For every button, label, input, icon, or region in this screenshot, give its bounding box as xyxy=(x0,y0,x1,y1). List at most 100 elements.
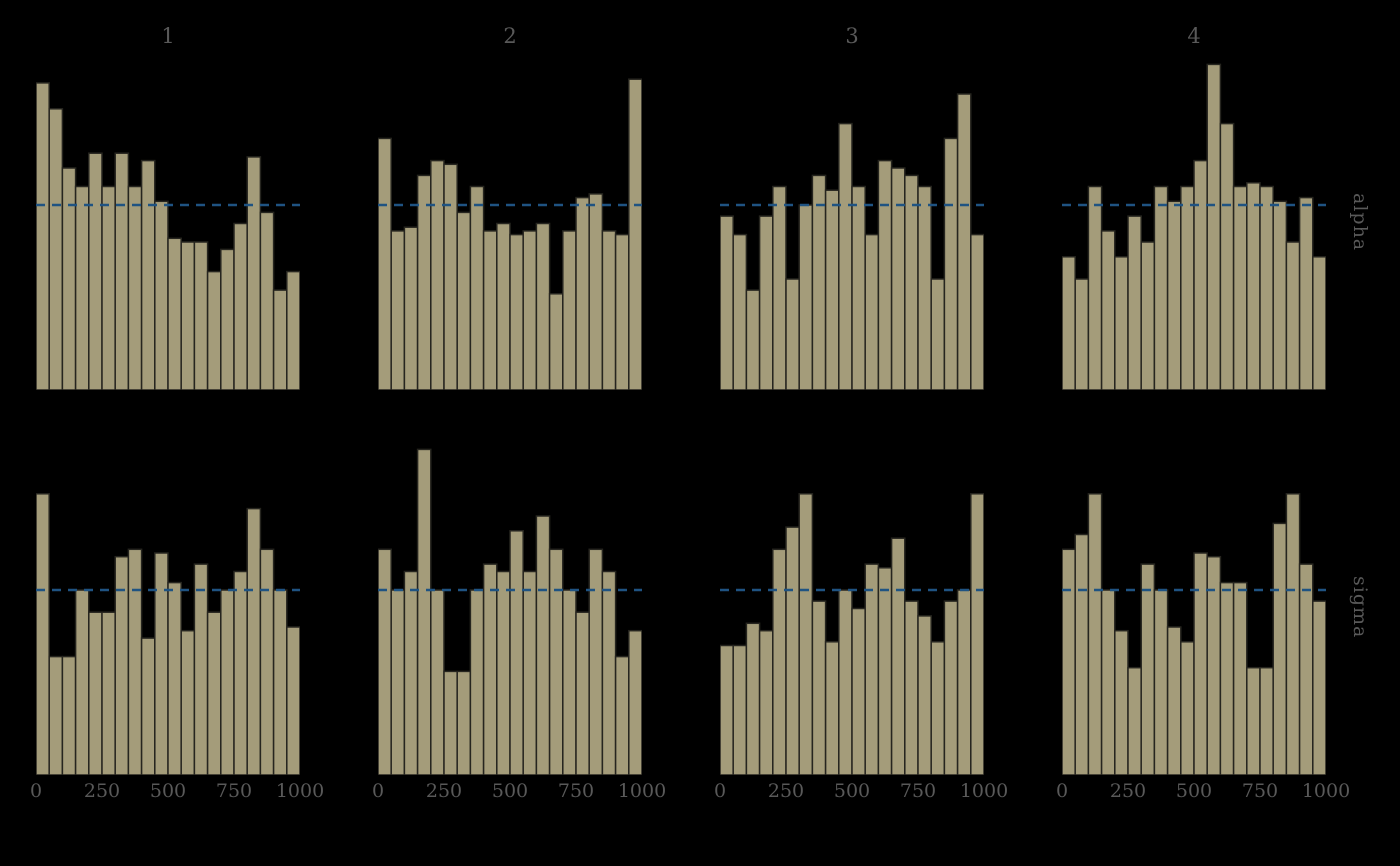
panel-sigma-chain-1 xyxy=(35,440,301,776)
histogram-bar xyxy=(482,563,498,776)
histogram-bar xyxy=(1140,563,1156,776)
rank-histogram-svg xyxy=(377,448,643,776)
x-tick-label: 1000 xyxy=(617,780,667,802)
histogram-bar xyxy=(1100,589,1116,776)
histogram-bar xyxy=(824,189,840,391)
histogram-bar xyxy=(745,289,761,391)
histogram-bar xyxy=(745,622,761,776)
histogram-bar xyxy=(140,637,156,776)
histogram-bar xyxy=(1087,493,1103,776)
row-label-alpha: alpha xyxy=(1341,55,1379,390)
histogram-bar xyxy=(811,600,827,776)
rank-histogram-svg xyxy=(719,493,985,776)
histogram-bar xyxy=(628,629,643,776)
histogram-bar xyxy=(403,226,419,391)
histogram-bar xyxy=(127,548,143,776)
x-axis-chain-2: 0 250 500 750 1000 xyxy=(372,780,666,810)
histogram-bar xyxy=(943,600,959,776)
histogram-bar xyxy=(127,185,143,391)
histogram-bar xyxy=(206,270,222,391)
histogram-bar xyxy=(140,159,156,391)
panel-alpha-chain-2 xyxy=(377,55,643,391)
x-tick-label: 1000 xyxy=(959,780,1009,802)
histogram-bar xyxy=(1285,493,1301,776)
histogram-bar xyxy=(1114,629,1129,776)
histogram-bar xyxy=(1087,185,1103,391)
histogram-bar xyxy=(851,185,866,391)
row-label-alpha-text: alpha xyxy=(1349,193,1371,252)
histogram-bar xyxy=(101,185,116,391)
histogram-bar xyxy=(601,570,617,776)
panel-sigma-chain-3 xyxy=(719,440,985,776)
histogram-bar xyxy=(1166,200,1182,391)
histogram-bar xyxy=(74,185,90,391)
histogram-bar xyxy=(562,589,577,776)
histogram-bar xyxy=(614,655,630,776)
x-tick-label: 500 xyxy=(491,780,529,802)
histogram-bar xyxy=(904,174,919,391)
histogram-bar xyxy=(61,167,77,391)
histogram-bar xyxy=(917,615,932,776)
histogram-bar xyxy=(509,233,524,391)
histogram-bar xyxy=(1259,185,1274,391)
rank-histogram-svg xyxy=(1061,493,1327,776)
x-tick-label: 750 xyxy=(557,780,595,802)
histogram-bar xyxy=(956,93,972,391)
histogram-bar xyxy=(233,222,248,391)
histogram-bar xyxy=(522,570,538,776)
histogram-bar xyxy=(1180,641,1195,776)
rank-histogram-svg xyxy=(35,82,301,391)
histogram-bar xyxy=(1074,278,1090,391)
histogram-bar xyxy=(35,82,50,391)
histogram-bar xyxy=(1140,241,1156,391)
histogram-bar xyxy=(1246,182,1261,391)
histogram-bar xyxy=(1100,230,1116,391)
x-tick-label: 500 xyxy=(1175,780,1213,802)
histogram-bar xyxy=(732,233,748,391)
column-title-chain-4: 4 xyxy=(1187,24,1201,48)
histogram-bar xyxy=(772,185,787,391)
histogram-bar xyxy=(1074,533,1090,776)
histogram-bar xyxy=(758,215,774,391)
histogram-bar xyxy=(206,611,222,776)
histogram-bar xyxy=(548,548,564,776)
histogram-bar xyxy=(496,570,511,776)
x-tick-label: 0 xyxy=(29,780,43,802)
histogram-bar xyxy=(851,607,866,776)
histogram-bar xyxy=(1127,215,1142,391)
histogram-bar xyxy=(719,215,734,391)
histogram-bar xyxy=(785,526,800,776)
histogram-bar xyxy=(259,548,275,776)
histogram-bar xyxy=(970,493,985,776)
histogram-bar xyxy=(233,570,248,776)
histogram-bar xyxy=(535,515,551,776)
histogram-bar xyxy=(88,152,103,391)
histogram-bar xyxy=(1114,256,1129,391)
column-title-chain-3: 3 xyxy=(845,24,859,48)
x-tick-label: 750 xyxy=(215,780,253,802)
histogram-bar xyxy=(246,156,262,391)
histogram-bar xyxy=(496,222,511,391)
histogram-bar xyxy=(1193,159,1208,391)
histogram-bar xyxy=(416,174,432,391)
histogram-bar xyxy=(890,537,906,776)
histogram-bar xyxy=(798,204,814,391)
x-tick-label: 750 xyxy=(899,780,937,802)
histogram-bar xyxy=(588,193,604,391)
histogram-bar xyxy=(48,655,64,776)
histogram-bar xyxy=(732,644,748,776)
x-axis-chain-4: 0 250 500 750 1000 xyxy=(1056,780,1350,810)
histogram-bar xyxy=(272,589,288,776)
histogram-bar xyxy=(88,611,103,776)
histogram-bar xyxy=(838,122,853,391)
histogram-bar xyxy=(1127,666,1142,776)
histogram-bar xyxy=(193,563,209,776)
histogram-bar xyxy=(430,589,445,776)
histogram-bar xyxy=(456,211,472,391)
histogram-bar xyxy=(443,163,458,391)
rank-histogram-svg xyxy=(377,78,643,391)
panel-alpha-chain-3 xyxy=(719,55,985,391)
histogram-bar xyxy=(1180,185,1195,391)
histogram-bar xyxy=(1232,581,1248,776)
